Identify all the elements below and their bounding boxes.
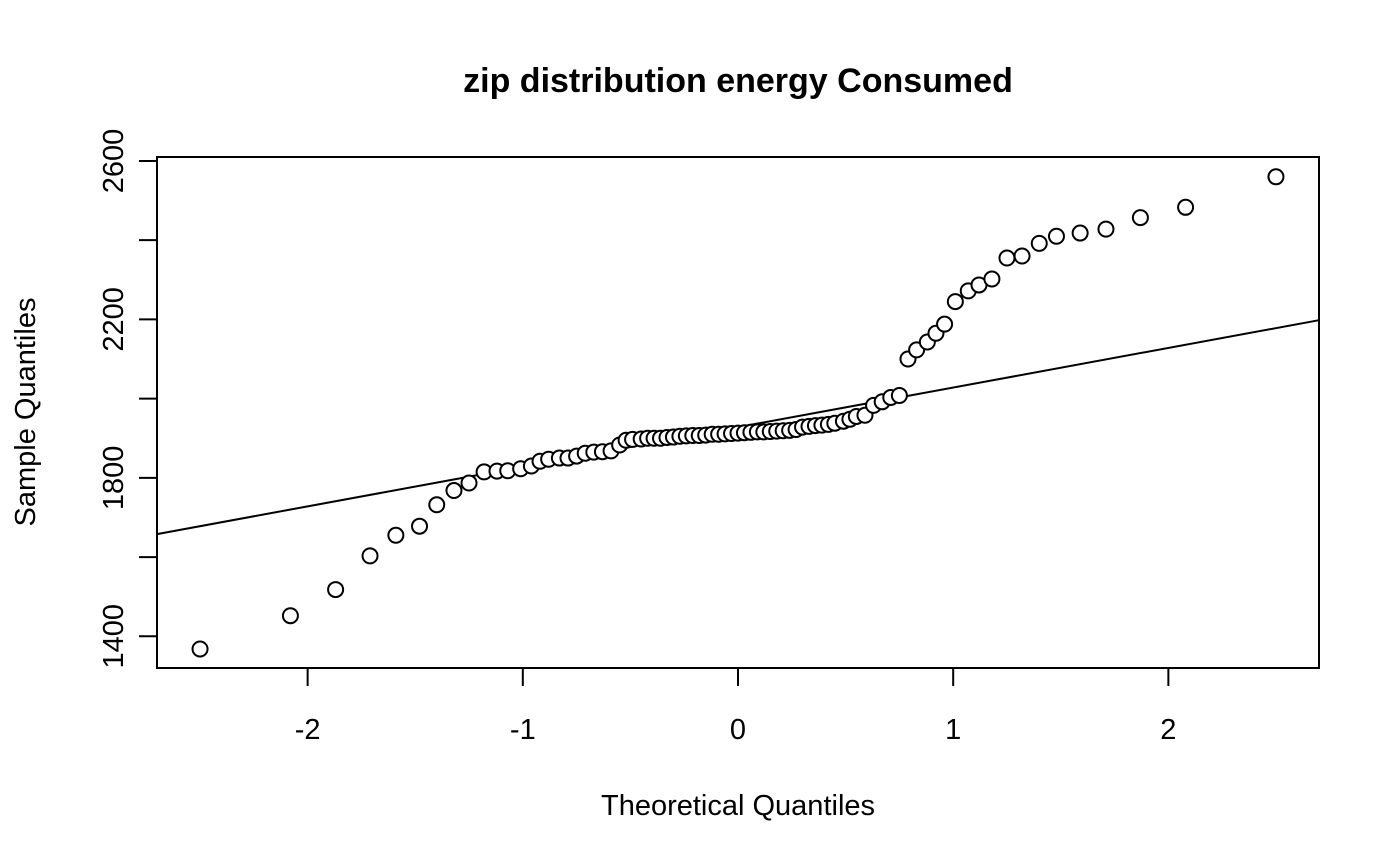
x-axis-label: Theoretical Quantiles [601, 790, 875, 822]
data-point [1177, 198, 1195, 216]
data-point [281, 607, 299, 625]
data-point [445, 482, 463, 500]
data-point [1267, 168, 1285, 186]
data-point [411, 517, 429, 535]
data-point [983, 270, 1001, 288]
y-axis: 1400 1800 2200 2600 [98, 129, 157, 669]
data-point [1097, 220, 1115, 238]
data-point [1030, 234, 1048, 252]
x-tick-label: -2 [295, 714, 321, 746]
data-point [387, 526, 405, 544]
x-tick-label: 0 [730, 714, 746, 746]
data-points [191, 168, 1285, 658]
x-tick-label: 2 [1160, 714, 1176, 746]
data-point [890, 386, 908, 404]
y-tick-label: 2600 [98, 129, 130, 194]
chart-title: zip distribution energy Consumed [463, 62, 1013, 100]
x-tick-label: -1 [510, 714, 536, 746]
data-point [327, 581, 345, 599]
data-point [1047, 227, 1065, 245]
y-tick-label: 1800 [98, 446, 130, 511]
y-tick-label: 2200 [98, 287, 130, 352]
data-point [946, 293, 964, 311]
x-axis: -2 -1 0 1 2 [295, 668, 1176, 746]
data-point [1131, 209, 1149, 227]
data-point [191, 640, 209, 658]
data-point [428, 496, 446, 514]
y-tick-label: 1400 [98, 604, 130, 669]
data-point [998, 249, 1016, 267]
y-axis-label: Sample Quantiles [10, 298, 42, 527]
x-tick-label: 1 [945, 714, 961, 746]
data-point [936, 315, 954, 333]
data-point [460, 474, 478, 492]
data-point [1013, 247, 1031, 265]
data-point [1071, 224, 1089, 242]
data-point [361, 547, 379, 565]
